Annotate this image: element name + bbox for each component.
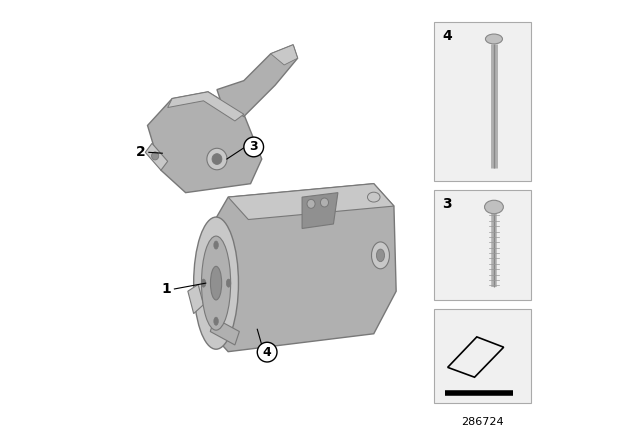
Polygon shape	[210, 318, 239, 345]
Polygon shape	[148, 92, 262, 193]
Text: 286724: 286724	[461, 417, 504, 426]
Ellipse shape	[201, 279, 206, 287]
Polygon shape	[302, 193, 338, 228]
Polygon shape	[168, 92, 244, 121]
Ellipse shape	[202, 236, 230, 330]
Ellipse shape	[486, 34, 502, 44]
Ellipse shape	[227, 279, 231, 287]
Ellipse shape	[307, 199, 315, 208]
Ellipse shape	[214, 317, 218, 325]
Ellipse shape	[376, 249, 385, 262]
Text: 1: 1	[162, 282, 172, 296]
Polygon shape	[145, 143, 168, 170]
Ellipse shape	[214, 241, 218, 249]
Ellipse shape	[484, 200, 504, 214]
Ellipse shape	[211, 266, 221, 300]
Ellipse shape	[372, 242, 390, 269]
Polygon shape	[188, 284, 204, 314]
Polygon shape	[228, 184, 394, 220]
Ellipse shape	[321, 198, 328, 207]
Ellipse shape	[152, 152, 159, 160]
Circle shape	[257, 342, 277, 362]
Polygon shape	[271, 45, 298, 65]
Ellipse shape	[194, 217, 239, 349]
Polygon shape	[204, 184, 396, 352]
Bar	[435, 309, 531, 403]
Text: 4: 4	[263, 345, 271, 359]
Text: 3: 3	[250, 140, 258, 154]
Text: 2: 2	[136, 145, 146, 159]
Ellipse shape	[367, 192, 380, 202]
Bar	[435, 22, 531, 181]
Polygon shape	[217, 45, 298, 116]
Circle shape	[244, 137, 264, 157]
Ellipse shape	[207, 148, 227, 170]
Text: 4: 4	[442, 29, 452, 43]
Ellipse shape	[212, 154, 222, 164]
Bar	[435, 190, 531, 300]
Text: 3: 3	[442, 197, 452, 211]
